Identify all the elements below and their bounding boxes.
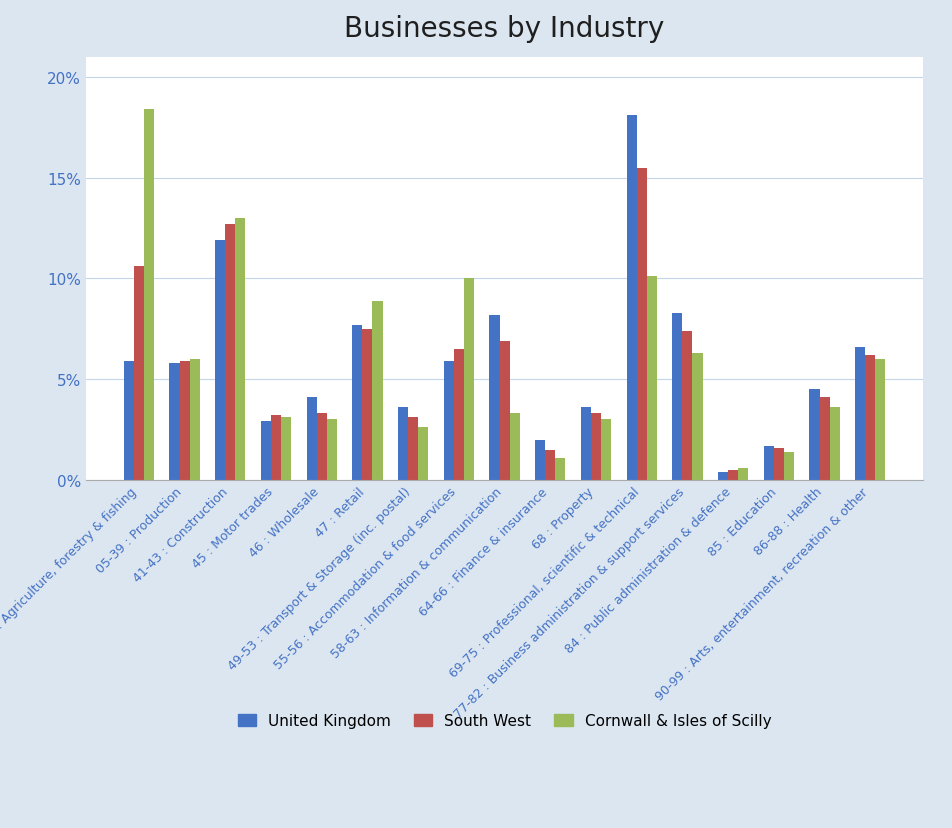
Bar [215, 241, 226, 480]
Bar [783, 452, 794, 480]
Bar [454, 349, 464, 480]
Bar [281, 418, 291, 480]
Bar [418, 428, 428, 480]
Bar [226, 225, 235, 480]
Bar [591, 414, 601, 480]
Bar [764, 446, 774, 480]
Bar [738, 468, 748, 480]
Bar [774, 448, 783, 480]
Bar [509, 414, 520, 480]
Bar [718, 472, 728, 480]
Bar [444, 362, 454, 480]
Bar [626, 116, 637, 480]
Bar [271, 416, 281, 480]
Bar [672, 313, 683, 480]
Bar [408, 418, 418, 480]
Bar [829, 408, 840, 480]
Bar [809, 390, 820, 480]
Bar [646, 277, 657, 480]
Bar [500, 341, 509, 480]
Bar [352, 325, 363, 480]
Bar [327, 420, 337, 480]
Bar [855, 348, 865, 480]
Bar [683, 331, 692, 480]
Bar [124, 362, 134, 480]
Bar [728, 470, 738, 480]
Bar [601, 420, 611, 480]
Bar [398, 408, 408, 480]
Bar [372, 301, 383, 480]
Bar [581, 408, 591, 480]
Bar [555, 458, 565, 480]
Bar [464, 279, 474, 480]
Bar [865, 355, 875, 480]
Bar [875, 359, 885, 480]
Bar [692, 354, 703, 480]
Bar [235, 219, 246, 480]
Bar [820, 397, 829, 480]
Bar [189, 359, 200, 480]
Bar [134, 267, 144, 480]
Bar [363, 330, 372, 480]
Legend: United Kingdom, South West, Cornwall & Isles of Scilly: United Kingdom, South West, Cornwall & I… [231, 707, 778, 734]
Bar [144, 110, 154, 480]
Bar [489, 315, 500, 480]
Bar [637, 169, 646, 480]
Title: Businesses by Industry: Businesses by Industry [345, 15, 664, 43]
Bar [317, 414, 327, 480]
Bar [180, 362, 189, 480]
Bar [545, 450, 555, 480]
Bar [169, 363, 180, 480]
Bar [261, 422, 271, 480]
Bar [535, 440, 545, 480]
Bar [307, 397, 317, 480]
